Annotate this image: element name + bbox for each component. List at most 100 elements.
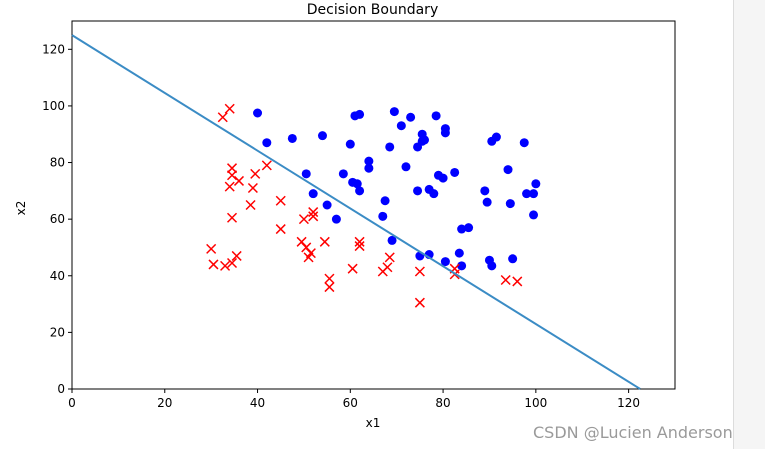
data-point-cross xyxy=(226,170,238,181)
data-point-circle xyxy=(406,112,416,122)
data-point-circle xyxy=(389,107,399,117)
data-point-cross xyxy=(208,259,219,270)
data-point-circle xyxy=(413,186,423,196)
data-point-circle xyxy=(378,211,388,221)
data-point-cross xyxy=(233,175,245,186)
data-point-cross xyxy=(250,168,261,179)
data-point-circle xyxy=(508,254,518,264)
data-point-circle xyxy=(350,111,360,121)
data-point-circle xyxy=(385,142,395,152)
data-point-cross xyxy=(226,258,238,269)
data-point-circle xyxy=(355,186,365,196)
data-point-cross xyxy=(500,274,511,286)
data-point-circle xyxy=(345,139,355,149)
y-tick-label: 20 xyxy=(50,325,65,339)
watermark: CSDN @Lucien Anderson xyxy=(533,423,733,442)
data-point-circle xyxy=(331,214,341,224)
right-side-panel xyxy=(733,0,765,449)
chart-title: Decision Boundary xyxy=(307,2,438,18)
data-point-circle xyxy=(429,189,439,199)
data-point-cross xyxy=(354,241,365,252)
data-point-cross xyxy=(224,103,235,114)
data-point-circle xyxy=(440,128,450,138)
x-tick-label: 100 xyxy=(524,396,547,410)
data-point-cross xyxy=(319,236,330,247)
y-tick-label: 100 xyxy=(42,99,65,113)
data-point-cross xyxy=(303,252,314,263)
data-point-cross xyxy=(324,282,335,293)
x-tick-label: 120 xyxy=(617,396,640,410)
y-tick-label: 120 xyxy=(42,42,65,56)
data-point-circle xyxy=(457,224,467,234)
data-point-cross xyxy=(245,199,256,211)
data-point-cross xyxy=(298,214,309,225)
data-point-circle xyxy=(287,133,297,143)
data-point-cross xyxy=(347,263,358,274)
data-point-circle xyxy=(387,235,397,245)
data-point-circle xyxy=(450,167,460,177)
data-point-circle xyxy=(431,111,441,121)
data-point-circle xyxy=(253,108,263,118)
data-point-circle xyxy=(380,196,390,206)
data-point-cross xyxy=(224,181,235,192)
y-tick-label: 80 xyxy=(50,156,65,170)
y-tick-label: 40 xyxy=(50,269,65,283)
x-tick-label: 40 xyxy=(250,396,265,410)
data-point-cross xyxy=(275,224,286,235)
data-point-cross xyxy=(414,266,425,277)
data-point-cross xyxy=(231,250,242,261)
x-tick-label: 20 xyxy=(157,396,172,410)
data-point-circle xyxy=(364,156,374,166)
data-point-cross xyxy=(384,252,395,263)
data-point-circle xyxy=(396,121,406,131)
y-tick-label: 0 xyxy=(57,382,65,396)
data-point-circle xyxy=(480,186,490,196)
x-tick-label: 80 xyxy=(435,396,450,410)
data-point-circle xyxy=(417,136,427,146)
data-point-cross xyxy=(414,297,425,308)
data-point-cross xyxy=(308,207,319,218)
data-point-circle xyxy=(317,131,327,141)
data-point-cross xyxy=(217,112,228,123)
data-point-cross xyxy=(261,160,272,171)
data-point-circle xyxy=(338,169,348,179)
data-point-cross xyxy=(324,273,335,284)
data-point-circle xyxy=(522,189,532,199)
x-axis-label: x1 xyxy=(366,416,381,430)
data-point-circle xyxy=(364,163,374,173)
data-point-circle xyxy=(438,173,448,183)
y-tick-label: 60 xyxy=(50,212,65,226)
data-point-cross xyxy=(354,236,365,247)
plot-frame xyxy=(71,20,676,390)
data-point-circle xyxy=(529,210,539,220)
plot-area: 0 20 40 60 80 100 120 0 20 40 60 80 100 120 xyxy=(42,20,676,410)
data-point-circle xyxy=(531,179,541,189)
data-point-circle xyxy=(352,179,362,189)
data-point-cross xyxy=(206,243,217,254)
data-point-cross xyxy=(382,262,393,273)
data-point-circle xyxy=(262,138,272,148)
data-point-circle xyxy=(440,257,450,267)
data-point-circle xyxy=(308,189,318,199)
data-point-cross xyxy=(220,260,231,271)
data-point-circle xyxy=(464,223,474,233)
data-point-circle xyxy=(322,200,332,210)
data-point-cross xyxy=(247,182,258,194)
decision-boundary-line xyxy=(71,34,641,390)
data-point-circle xyxy=(503,165,513,175)
data-point-cross xyxy=(512,276,523,287)
data-point-circle xyxy=(482,197,492,207)
data-point-cross xyxy=(308,211,319,222)
data-point-circle xyxy=(505,199,515,209)
data-point-cross xyxy=(226,163,238,174)
data-point-cross xyxy=(275,195,286,206)
data-point-circle xyxy=(487,136,497,146)
data-point-circle xyxy=(454,248,464,258)
data-point-circle xyxy=(487,261,497,271)
y-axis-label: x2 xyxy=(14,201,28,216)
x-tick-label: 0 xyxy=(68,396,76,410)
data-point-circle xyxy=(519,138,529,148)
data-point-circle xyxy=(529,189,539,199)
data-point-circle xyxy=(301,169,311,179)
